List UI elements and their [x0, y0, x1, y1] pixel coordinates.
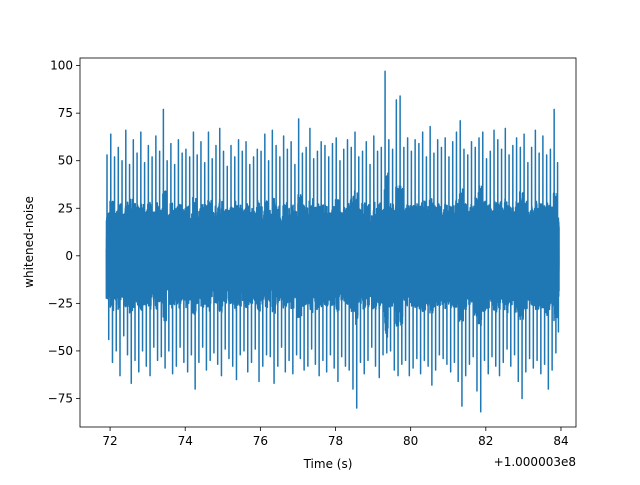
y-tick-label: 0	[65, 249, 73, 263]
x-tick-label: 82	[478, 434, 493, 448]
x-axis-label: Time (s)	[303, 457, 353, 471]
y-axis-label: whitened-noise	[22, 196, 36, 288]
plot-frame	[79, 57, 577, 428]
y-tick-label: 50	[58, 154, 73, 168]
x-tick-label: 74	[178, 434, 193, 448]
x-tick-label: 84	[553, 434, 568, 448]
y-tick-label: 25	[58, 201, 73, 215]
x-axis-offset-label: +1.000003e8	[494, 455, 576, 469]
x-tick-label: 72	[102, 434, 117, 448]
y-tick-label: 75	[58, 106, 73, 120]
series-layer	[105, 70, 560, 413]
y-tick-label: 100	[50, 59, 73, 73]
y-tick-label: −75	[48, 391, 73, 405]
y-axis: −75 −50 −25 0 25 50 75 100	[48, 59, 80, 405]
x-tick-label: 78	[328, 434, 343, 448]
x-tick-label: 80	[403, 434, 418, 448]
y-tick-label: −50	[48, 344, 73, 358]
series-line	[105, 70, 560, 413]
y-tick-label: −25	[48, 296, 73, 310]
x-tick-label: 76	[253, 434, 268, 448]
x-axis: 72 74 76 78 80 82 84	[102, 427, 569, 448]
